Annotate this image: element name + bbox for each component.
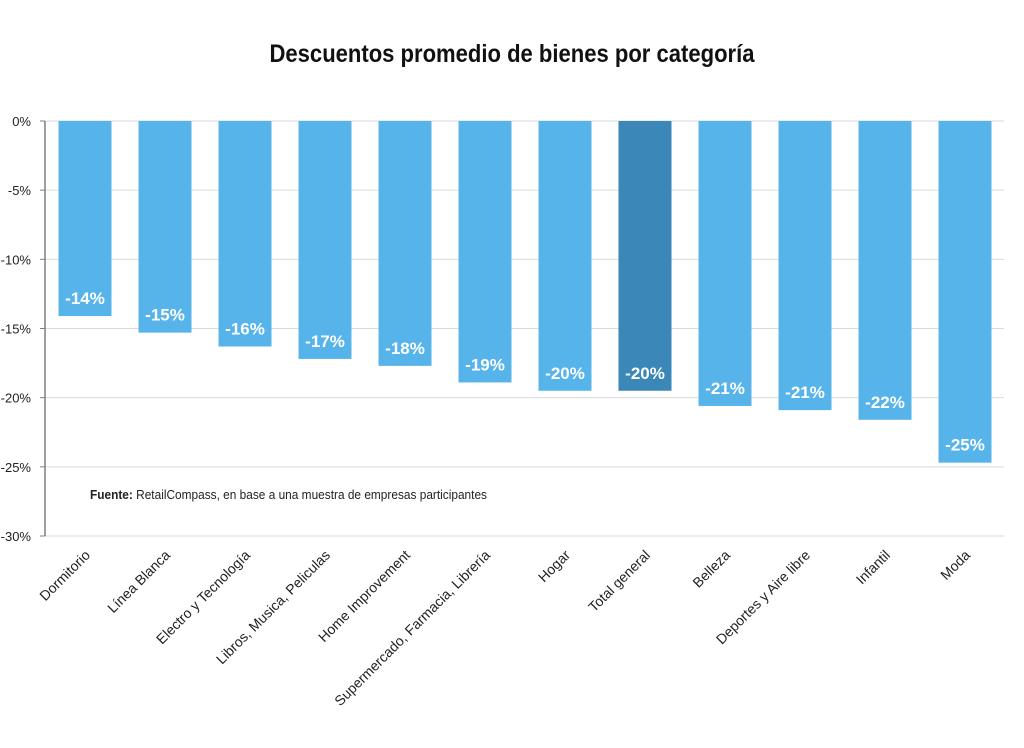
data-label: -17% xyxy=(305,332,345,351)
y-tick-label: -30% xyxy=(1,529,32,544)
bar xyxy=(618,121,672,391)
source-note-text: RetailCompass, en base a una muestra de … xyxy=(133,487,488,502)
y-tick-label: -10% xyxy=(1,252,32,267)
y-tick-label: -25% xyxy=(1,460,32,475)
x-tick-label: Total general xyxy=(585,547,653,615)
data-label: -19% xyxy=(465,355,505,374)
y-tick-label: -5% xyxy=(8,183,32,198)
bar xyxy=(778,121,832,411)
x-tick-label: Belleza xyxy=(689,547,733,591)
source-note: Fuente: RetailCompass, en base a una mue… xyxy=(90,487,487,502)
source-note-label: Fuente: xyxy=(90,487,133,502)
x-tick-label: Línea Blanca xyxy=(104,547,173,616)
x-tick-label: Hogar xyxy=(535,547,574,586)
data-label: -14% xyxy=(65,289,105,308)
chart-title: Descuentos promedio de bienes por catego… xyxy=(270,40,756,68)
bar xyxy=(698,121,752,406)
data-label: -20% xyxy=(545,364,585,383)
x-tick-label: Supermercado, Farmacia, Librería xyxy=(331,547,493,709)
data-label: -15% xyxy=(145,306,185,325)
data-label: -22% xyxy=(865,393,905,412)
bar xyxy=(138,121,192,333)
data-label: -21% xyxy=(705,379,745,398)
bar xyxy=(458,121,512,383)
y-tick-label: -20% xyxy=(1,391,32,406)
bar xyxy=(298,121,352,359)
data-label: -18% xyxy=(385,339,425,358)
x-tick-label: Moda xyxy=(937,547,973,583)
bar xyxy=(218,121,272,347)
bar xyxy=(378,121,432,366)
y-tick-label: 0% xyxy=(12,114,31,129)
bar xyxy=(858,121,912,420)
data-label: -20% xyxy=(625,364,665,383)
bar xyxy=(58,121,112,317)
data-label: -25% xyxy=(945,436,985,455)
x-tick-label: Dormitorio xyxy=(36,547,93,604)
x-tick-label: Infantil xyxy=(853,547,893,587)
y-tick-label: -15% xyxy=(1,322,32,337)
data-label: -16% xyxy=(225,319,265,338)
bar xyxy=(538,121,592,391)
bar xyxy=(938,121,992,463)
data-label: -21% xyxy=(785,383,825,402)
